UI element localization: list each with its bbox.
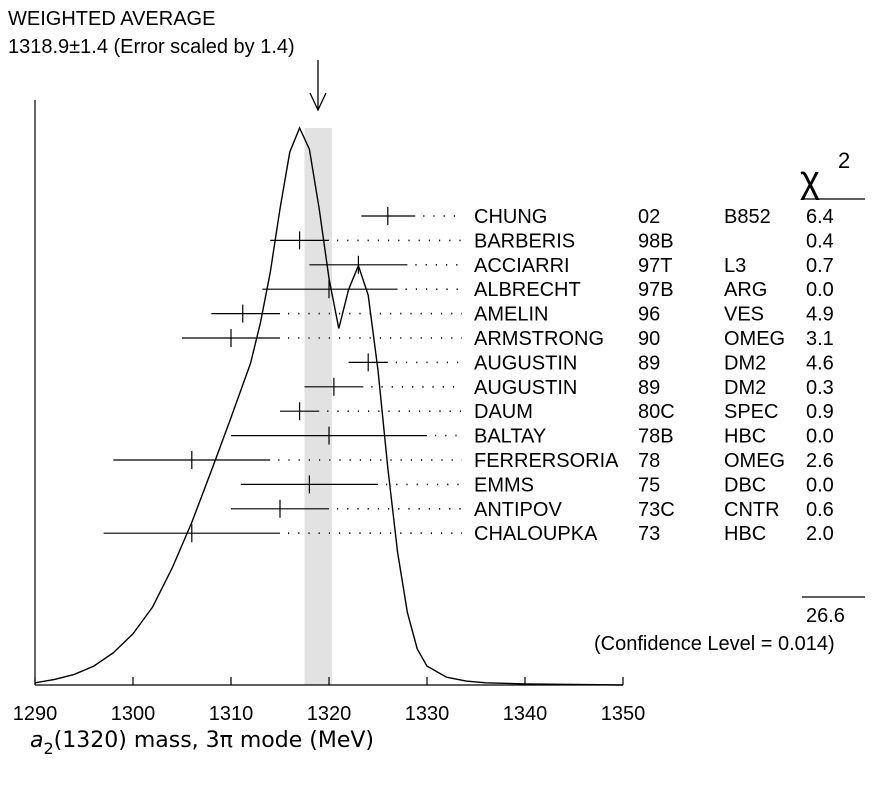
author-label: ANTIPOV <box>474 499 562 521</box>
chi2-value: 0.0 <box>806 279 834 301</box>
author-label: CHUNG <box>474 206 547 228</box>
author-label: AUGUSTIN <box>474 352 577 374</box>
chi2-value: 0.6 <box>806 499 834 521</box>
chi2-superscript: 2 <box>838 148 850 173</box>
x-axis-title-rest: (1320) mass, 3π mode (MeV) <box>54 728 374 753</box>
technique-label: HBC <box>724 523 766 545</box>
year-label: 80C <box>638 401 675 423</box>
technique-label: SPEC <box>724 401 778 423</box>
chi2-value: 0.0 <box>806 426 834 448</box>
weighted-average-band <box>304 128 332 685</box>
year-label: 78B <box>638 426 674 448</box>
author-label: BARBERIS <box>474 230 575 252</box>
author-label: DAUM <box>474 401 533 423</box>
x-tick-label: 1320 <box>307 703 352 725</box>
technique-label: DM2 <box>724 352 766 374</box>
chi2-value: 4.6 <box>806 352 834 374</box>
chi2-header: χ 2 <box>800 148 865 201</box>
x-tick-label: 1290 <box>13 703 58 725</box>
measurement-row: ARMSTRONG 90 OMEG 3.1 <box>182 328 834 350</box>
technique-label: DBC <box>724 474 766 496</box>
technique-label: HBC <box>724 426 766 448</box>
measurement-row: AMELIN 96 VES 4.9 <box>211 304 834 326</box>
year-label: 98B <box>638 230 674 252</box>
year-label: 02 <box>638 206 660 228</box>
year-label: 97T <box>638 255 672 277</box>
technique-label: OMEG <box>724 328 785 350</box>
year-label: 96 <box>638 304 660 326</box>
technique-label: VES <box>724 304 764 326</box>
x-tick-label: 1340 <box>503 703 548 725</box>
author-label: CHALOUPKA <box>474 523 598 545</box>
author-label: FERRERSORIA <box>474 450 619 472</box>
chi2-value: 4.9 <box>806 304 834 326</box>
measurement-row: AUGUSTIN 89 DM2 4.6 <box>348 352 834 374</box>
chi2-value: 0.7 <box>806 255 834 277</box>
measurement-row: ACCIARRI 97T L3 0.7 <box>309 255 834 277</box>
measurement-row: BALTAY 78B HBC 0.0 <box>231 426 834 448</box>
measurement-row: ANTIPOV 73C CNTR 0.6 <box>231 499 834 521</box>
chi2-value: 0.9 <box>806 401 834 423</box>
x-tick-label: 1310 <box>209 703 254 725</box>
measurement-row: CHUNG 02 B852 6.4 <box>361 206 834 228</box>
technique-label: OMEG <box>724 450 785 472</box>
author-label: AMELIN <box>474 304 548 326</box>
technique-label: ARG <box>724 279 767 301</box>
year-label: 90 <box>638 328 660 350</box>
x-axis-title: a2(1320) mass, 3π mode (MeV) <box>30 728 374 758</box>
measurement-row: DAUM 80C SPEC 0.9 <box>280 401 834 423</box>
measurement-row: CHALOUPKA 73 HBC 2.0 <box>103 523 834 545</box>
chi2-value: 2.6 <box>806 450 834 472</box>
measurement-row: AUGUSTIN 89 DM2 0.3 <box>304 377 834 399</box>
measurement-row: FERRERSORIA 78 OMEG 2.6 <box>113 450 834 472</box>
measurement-row: ALBRECHT 97B ARG 0.0 <box>262 279 834 301</box>
author-label: EMMS <box>474 474 534 496</box>
weighted-average-value: 1318.9±1.4 (Error scaled by 1.4) <box>8 36 295 58</box>
technique-label: DM2 <box>724 377 766 399</box>
year-label: 97B <box>638 279 674 301</box>
measurement-rows: CHUNG 02 B852 6.4 BARBERIS 98B 0.4 ACCIARRI 97T L… <box>103 206 834 545</box>
chi2-symbol: χ <box>800 159 820 201</box>
x-axis-ticks: 1290 1300 1310 1320 1330 1340 1350 <box>13 677 646 725</box>
author-label: AUGUSTIN <box>474 377 577 399</box>
author-label: ALBRECHT <box>474 279 581 301</box>
year-label: 89 <box>638 377 660 399</box>
chi2-value: 0.0 <box>806 474 834 496</box>
chi2-value: 2.0 <box>806 523 834 545</box>
x-tick-label: 1300 <box>111 703 156 725</box>
author-label: BALTAY <box>474 426 546 448</box>
technique-label: B852 <box>724 206 771 228</box>
average-arrow <box>309 60 327 112</box>
measurement-row: EMMS 75 DBC 0.0 <box>240 474 834 496</box>
confidence-level: (Confidence Level = 0.014) <box>594 633 835 655</box>
technique-label: L3 <box>724 255 746 277</box>
chart-title: WEIGHTED AVERAGE <box>8 8 215 30</box>
x-tick-label: 1350 <box>601 703 646 725</box>
year-label: 75 <box>638 474 660 496</box>
chi2-total: 26.6 <box>806 605 845 627</box>
x-axis-title-subscript: 2 <box>43 739 53 758</box>
chi2-value: 6.4 <box>806 206 834 228</box>
year-label: 73C <box>638 499 675 521</box>
year-label: 73 <box>638 523 660 545</box>
author-label: ARMSTRONG <box>474 328 604 350</box>
technique-label: CNTR <box>724 499 780 521</box>
measurement-row: BARBERIS 98B 0.4 <box>270 230 834 252</box>
author-label: ACCIARRI <box>474 255 570 277</box>
ideogram-curve <box>34 126 624 686</box>
chi2-value: 0.4 <box>806 230 834 252</box>
x-axis-title-symbol: a <box>30 728 43 753</box>
year-label: 89 <box>638 352 660 374</box>
chi2-value: 0.3 <box>806 377 834 399</box>
year-label: 78 <box>638 450 660 472</box>
chi2-value: 3.1 <box>806 328 834 350</box>
x-tick-label: 1330 <box>405 703 450 725</box>
